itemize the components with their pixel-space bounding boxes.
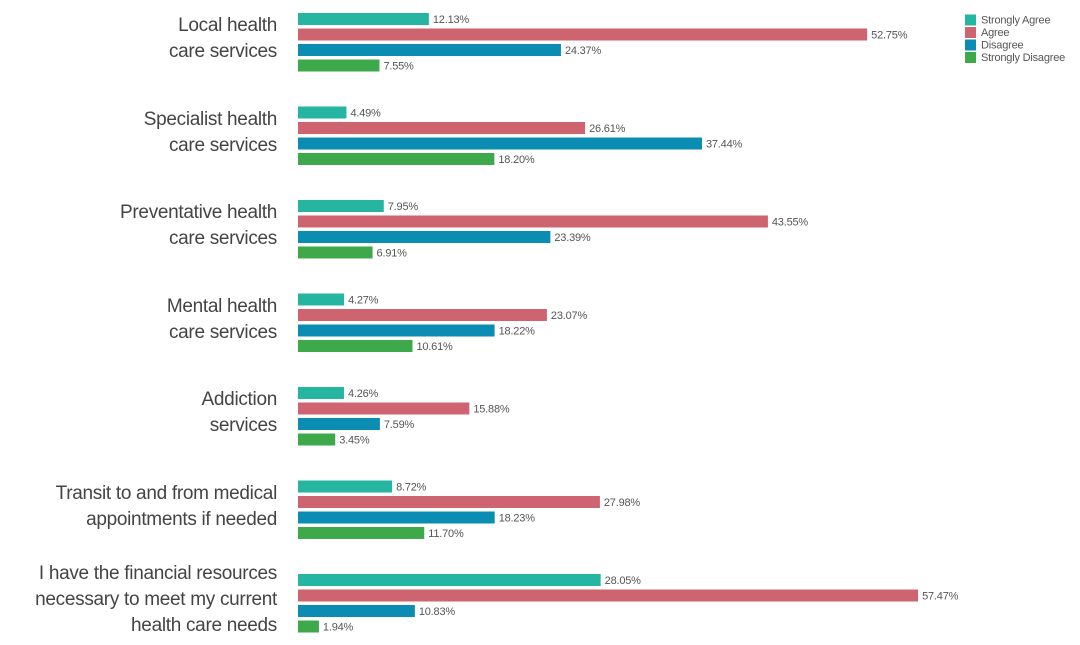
value-label: 7.55% <box>383 60 414 72</box>
legend-swatch <box>965 52 976 63</box>
legend-swatch <box>965 27 976 38</box>
value-label: 7.59% <box>384 419 415 431</box>
value-label: 52.75% <box>871 29 908 41</box>
bar <box>298 44 561 56</box>
category-label: I have the financial resources necessary… <box>35 563 277 637</box>
bar <box>298 402 470 415</box>
bar <box>298 324 495 337</box>
bar <box>298 511 495 524</box>
bar <box>298 200 384 212</box>
value-label: 24.37% <box>565 45 602 57</box>
category-label: Preventative health care services <box>120 202 277 250</box>
category-label: Mental health care services <box>166 295 277 343</box>
bar <box>298 527 425 539</box>
value-label: 18.23% <box>499 512 536 524</box>
value-label: 11.70% <box>428 528 464 540</box>
legend-swatch <box>965 14 976 26</box>
legend-label: Strongly Disagree <box>981 52 1065 64</box>
value-label: 12.13% <box>433 14 470 26</box>
bar <box>298 309 547 321</box>
value-label: 3.45% <box>339 434 370 446</box>
bar <box>298 59 380 72</box>
legend-swatch <box>965 39 976 51</box>
bar <box>298 605 415 617</box>
legend-label: Agree <box>981 27 1009 39</box>
bar <box>298 106 347 119</box>
value-label: 27.98% <box>604 497 641 509</box>
value-label: 1.94% <box>323 621 354 633</box>
category-label: Transit to and from medical appointments… <box>55 482 278 530</box>
bar <box>298 433 336 446</box>
category-label: Specialist health care services <box>143 108 278 156</box>
value-label: 18.20% <box>498 154 535 166</box>
bar <box>298 620 319 633</box>
bar <box>298 589 919 602</box>
value-label: 4.49% <box>350 107 381 119</box>
value-label: 23.07% <box>551 310 588 322</box>
value-label: 57.47% <box>922 590 959 602</box>
bar <box>298 293 345 306</box>
value-label: 6.91% <box>377 247 408 259</box>
value-label: 28.05% <box>605 575 642 587</box>
bar <box>298 340 413 352</box>
value-label: 8.72% <box>396 481 427 493</box>
category-label: Addiction services <box>201 389 278 437</box>
bar <box>298 13 429 25</box>
category-label: Local health care services <box>168 15 277 63</box>
value-label: 10.83% <box>419 606 456 618</box>
value-label: 4.26% <box>348 388 379 400</box>
value-label: 4.27% <box>348 294 379 306</box>
bar <box>298 137 702 150</box>
bar <box>298 387 344 399</box>
bar <box>298 215 768 228</box>
bar <box>298 122 586 134</box>
legend-label: Disagree <box>981 39 1024 51</box>
bar <box>298 246 373 259</box>
value-label: 15.88% <box>473 403 510 415</box>
bar <box>298 480 393 493</box>
value-label: 37.44% <box>706 138 743 150</box>
value-label: 18.22% <box>499 325 536 337</box>
bar <box>298 231 551 243</box>
bar <box>298 153 495 165</box>
value-label: 7.95% <box>388 201 419 213</box>
bar <box>298 496 600 508</box>
bar <box>298 574 601 586</box>
value-label: 26.61% <box>589 123 626 135</box>
value-label: 23.39% <box>554 232 591 244</box>
value-label: 43.55% <box>772 216 809 228</box>
legend-label: Strongly Agree <box>981 14 1050 26</box>
value-label: 10.61% <box>416 341 453 353</box>
bar <box>298 28 868 41</box>
bar <box>298 418 380 430</box>
